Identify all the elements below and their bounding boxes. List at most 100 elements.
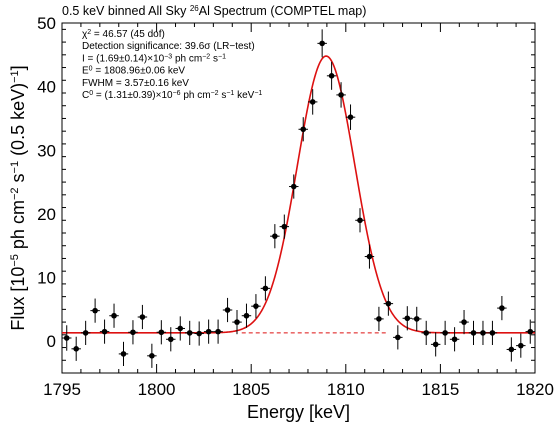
point-marker xyxy=(319,40,325,47)
point-marker xyxy=(290,183,297,190)
point-marker xyxy=(224,307,231,313)
data-point xyxy=(80,320,91,345)
point-marker xyxy=(73,346,79,352)
x-tick-label: 1795 xyxy=(43,380,81,399)
point-marker xyxy=(234,319,240,325)
x-tick-label: 1805 xyxy=(232,380,270,399)
annotation-line: I = (1.69±0.14)×10−3 ph cm−2 s−1 xyxy=(82,53,226,65)
point-marker xyxy=(385,300,392,307)
point-marker xyxy=(149,353,155,359)
y-tick-label: 50 xyxy=(37,14,56,33)
point-marker xyxy=(404,315,411,322)
annotation-line: E0 = 1808.96±0.06 keV xyxy=(82,65,185,77)
y-tick-label: 20 xyxy=(37,205,56,224)
data-point xyxy=(364,244,375,269)
data-point xyxy=(516,333,526,358)
point-marker xyxy=(272,233,278,239)
data-point xyxy=(336,82,346,108)
point-marker xyxy=(253,303,259,309)
point-marker xyxy=(376,316,382,322)
point-marker xyxy=(177,325,184,332)
point-marker xyxy=(508,346,515,353)
data-point xyxy=(213,319,223,344)
data-point xyxy=(317,29,327,58)
point-marker xyxy=(480,330,486,336)
point-marker xyxy=(215,328,221,335)
data-point xyxy=(175,316,185,341)
data-point xyxy=(412,306,422,331)
data-point xyxy=(156,320,167,345)
y-tick-label: 0 xyxy=(47,332,56,351)
x-tick-label: 1800 xyxy=(138,380,176,399)
point-marker xyxy=(186,330,193,336)
y-tick-label: 30 xyxy=(37,141,56,160)
point-marker xyxy=(167,336,174,343)
fit-curve xyxy=(62,55,535,334)
data-point xyxy=(137,304,148,330)
y-tick-label: 10 xyxy=(37,269,56,288)
annotation-line: FWHM = 3.57±0.16 keV xyxy=(82,78,189,89)
data-point xyxy=(222,297,233,323)
point-marker xyxy=(281,223,288,230)
data-point xyxy=(525,319,535,344)
fit-line xyxy=(62,55,535,334)
point-marker xyxy=(347,114,354,120)
point-marker xyxy=(470,330,477,336)
point-marker xyxy=(395,334,401,341)
data-point xyxy=(374,306,384,331)
point-marker xyxy=(432,341,439,348)
data-point xyxy=(184,320,195,345)
data-point xyxy=(487,320,498,345)
point-marker xyxy=(262,285,269,292)
data-point xyxy=(449,327,460,352)
point-marker xyxy=(328,73,335,79)
data-point xyxy=(430,332,441,357)
data-point xyxy=(298,117,308,142)
point-marker xyxy=(82,330,89,336)
point-marker xyxy=(499,305,505,311)
point-marker xyxy=(300,126,307,133)
data-point xyxy=(147,343,157,368)
point-marker xyxy=(527,328,534,335)
annotation-line: C0 = (1.31±0.39)×10−6 ph cm−2 s−1 keV−1 xyxy=(82,90,262,102)
y-tick-label: 40 xyxy=(37,78,56,97)
point-marker xyxy=(243,312,250,319)
data-point xyxy=(402,306,413,331)
data-point xyxy=(326,61,337,90)
point-marker xyxy=(423,330,430,336)
data-point xyxy=(128,320,138,345)
data-point xyxy=(203,319,214,344)
data-point xyxy=(62,325,72,351)
plot-frame xyxy=(61,22,536,374)
data-point xyxy=(232,310,242,335)
data-point xyxy=(241,303,252,328)
point-marker xyxy=(63,335,70,341)
data-point xyxy=(289,174,299,199)
data-point xyxy=(251,294,261,319)
point-marker xyxy=(130,329,136,336)
data-point xyxy=(497,296,507,321)
point-marker xyxy=(139,314,146,320)
data-point xyxy=(345,104,356,130)
data-point xyxy=(355,208,365,233)
point-marker xyxy=(120,351,127,357)
data-point xyxy=(506,337,517,362)
data-point xyxy=(71,336,81,361)
data-point xyxy=(383,291,394,316)
chart-title: 0.5 keV binned All Sky 26Al Spectrum (CO… xyxy=(62,4,366,19)
data-point xyxy=(279,214,290,239)
data-point xyxy=(270,224,280,249)
x-tick-label: 1815 xyxy=(421,380,459,399)
data-point xyxy=(307,89,318,115)
data-point xyxy=(393,325,403,350)
point-marker xyxy=(451,336,458,343)
plot-border xyxy=(61,22,536,374)
point-marker xyxy=(338,92,344,98)
point-marker xyxy=(518,342,524,349)
point-marker xyxy=(111,312,117,319)
data-point xyxy=(166,327,176,352)
data-point xyxy=(118,341,129,366)
data-point xyxy=(440,320,450,345)
point-marker xyxy=(196,330,202,337)
